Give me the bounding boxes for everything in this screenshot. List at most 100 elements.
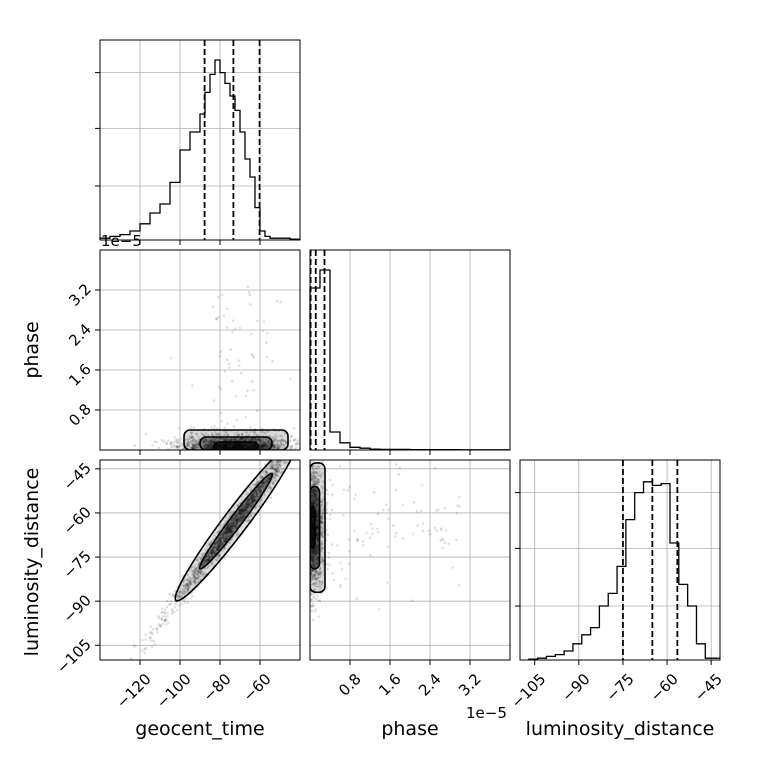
sample-point: [235, 522, 239, 525]
sample-point: [166, 615, 169, 618]
sample-point: [280, 454, 283, 457]
sample-point: [269, 465, 272, 468]
sample-point: [213, 542, 217, 545]
sample-point: [239, 520, 242, 524]
sample-point: [187, 438, 190, 442]
sample-point: [184, 438, 187, 441]
sample-point: [258, 438, 262, 442]
sample-point: [144, 633, 148, 636]
sample-point: [190, 446, 193, 450]
sample-point: [203, 574, 206, 577]
sample-point: [272, 438, 276, 442]
sample-point: [242, 438, 246, 441]
sample-point: [301, 428, 304, 431]
sample-point: [276, 446, 280, 450]
sample-point: [246, 503, 250, 507]
sample-point: [300, 441, 303, 444]
sample-point: [313, 450, 316, 453]
sample-point: [252, 496, 255, 499]
sample-point: [273, 468, 277, 471]
sample-point: [240, 519, 243, 522]
sample-point: [228, 527, 231, 531]
sample-point: [235, 513, 238, 517]
sample-point: [186, 590, 190, 593]
sample-point: [170, 441, 174, 445]
sample-point: [412, 501, 416, 504]
sample-point: [193, 579, 196, 582]
sample-point: [208, 442, 212, 446]
sample-point: [196, 443, 200, 446]
sample-point: [256, 481, 259, 484]
sample-point: [203, 441, 207, 444]
sample-point: [295, 446, 298, 450]
sample-point: [241, 514, 245, 517]
sample-point: [215, 317, 218, 320]
sample-point: [260, 483, 264, 486]
sample-point: [216, 545, 219, 549]
sample-point: [348, 485, 351, 489]
sample-point: [255, 439, 258, 442]
sample-point: [294, 442, 298, 445]
sample-point: [262, 320, 266, 323]
sample-point: [327, 556, 331, 559]
sample-point: [279, 438, 282, 442]
sample-point: [319, 439, 322, 442]
sample-point: [210, 442, 214, 446]
sample-point: [217, 439, 220, 442]
sample-point: [249, 506, 252, 510]
sample-point: [254, 437, 257, 440]
sample-point: [260, 485, 264, 489]
sample-point: [287, 445, 291, 449]
sample-point: [249, 502, 253, 505]
sample-point: [143, 647, 147, 651]
sample-point: [328, 563, 331, 566]
sample-point: [286, 455, 289, 458]
sample-point: [371, 532, 374, 536]
sample-point: [183, 601, 187, 605]
sample-point: [192, 574, 196, 578]
sample-point: [208, 440, 212, 443]
sample-point: [192, 445, 195, 448]
sample-point: [241, 512, 245, 516]
sample-point: [190, 566, 194, 569]
sample-point: [252, 496, 256, 500]
sample-point: [159, 625, 163, 628]
sample-point: [255, 433, 259, 437]
sample-point: [265, 438, 268, 441]
sample-point: [226, 531, 230, 534]
sample-point: [227, 529, 231, 533]
sample-point: [276, 466, 280, 470]
sample-point: [245, 492, 248, 496]
sample-point: [204, 432, 208, 435]
sample-point: [240, 515, 244, 519]
sample-point: [155, 630, 159, 634]
sample-point: [250, 504, 254, 508]
sample-point: [279, 444, 283, 448]
sample-point: [241, 510, 245, 513]
sample-point: [306, 449, 309, 452]
sample-point: [159, 623, 163, 627]
sample-point: [188, 581, 192, 585]
sample-point: [240, 512, 243, 516]
sample-point: [368, 536, 372, 539]
sample-point: [240, 509, 244, 513]
sample-point: [226, 433, 230, 437]
sample-point: [222, 537, 226, 540]
sample-point: [225, 532, 228, 535]
sample-point: [253, 439, 257, 442]
sample-point: [204, 444, 207, 447]
sample-point: [226, 527, 230, 531]
sample-point: [204, 443, 208, 446]
sample-point: [234, 394, 237, 398]
sample-point: [254, 489, 257, 493]
sample-point: [232, 520, 236, 524]
sample-point: [228, 529, 231, 533]
sample-point: [244, 394, 248, 398]
sample-point: [261, 445, 264, 448]
sample-point: [182, 579, 185, 583]
sample-point: [223, 539, 226, 543]
sample-point: [238, 519, 242, 523]
sample-point: [153, 642, 157, 646]
sample-point: [245, 438, 248, 442]
